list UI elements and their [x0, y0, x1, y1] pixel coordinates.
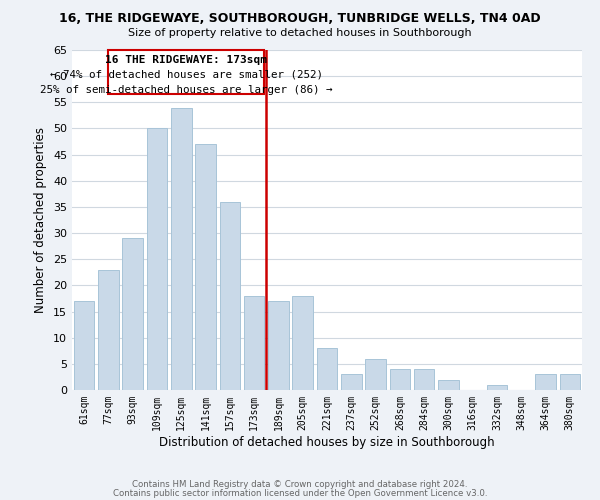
Bar: [268, 301, 289, 390]
Bar: [389, 369, 410, 390]
Bar: [220, 202, 240, 390]
Bar: [98, 270, 119, 390]
Bar: [414, 369, 434, 390]
Bar: [122, 238, 143, 390]
Bar: [146, 128, 167, 390]
Bar: [317, 348, 337, 390]
Text: Size of property relative to detached houses in Southborough: Size of property relative to detached ho…: [128, 28, 472, 38]
Bar: [195, 144, 216, 390]
Bar: [292, 296, 313, 390]
Text: 16 THE RIDGEWAYE: 173sqm: 16 THE RIDGEWAYE: 173sqm: [106, 55, 268, 65]
FancyBboxPatch shape: [109, 50, 265, 94]
Text: Contains public sector information licensed under the Open Government Licence v3: Contains public sector information licen…: [113, 489, 487, 498]
Y-axis label: Number of detached properties: Number of detached properties: [34, 127, 47, 313]
Text: 25% of semi-detached houses are larger (86) →: 25% of semi-detached houses are larger (…: [40, 84, 332, 94]
X-axis label: Distribution of detached houses by size in Southborough: Distribution of detached houses by size …: [159, 436, 495, 448]
Bar: [535, 374, 556, 390]
Text: 16, THE RIDGEWAYE, SOUTHBOROUGH, TUNBRIDGE WELLS, TN4 0AD: 16, THE RIDGEWAYE, SOUTHBOROUGH, TUNBRID…: [59, 12, 541, 26]
Text: Contains HM Land Registry data © Crown copyright and database right 2024.: Contains HM Land Registry data © Crown c…: [132, 480, 468, 489]
Bar: [487, 385, 508, 390]
Bar: [244, 296, 265, 390]
Bar: [365, 358, 386, 390]
Text: ← 74% of detached houses are smaller (252): ← 74% of detached houses are smaller (25…: [50, 70, 323, 80]
Bar: [341, 374, 362, 390]
Bar: [438, 380, 459, 390]
Bar: [171, 108, 191, 390]
Bar: [74, 301, 94, 390]
Bar: [560, 374, 580, 390]
